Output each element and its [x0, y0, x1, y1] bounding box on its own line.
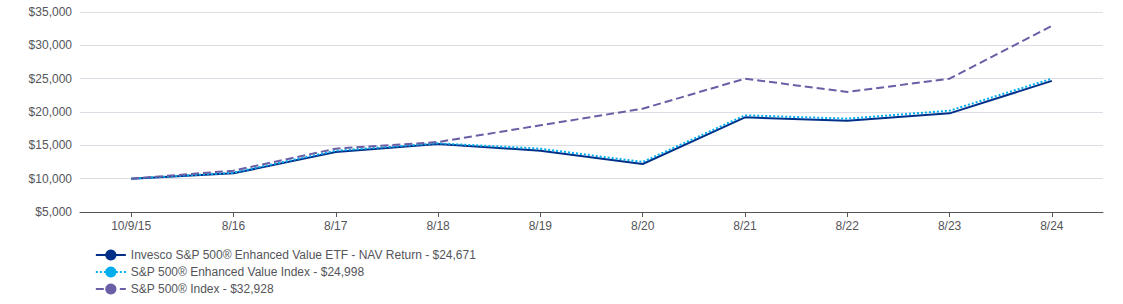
svg-text:8/18: 8/18 — [426, 219, 450, 233]
svg-text:$20,000: $20,000 — [29, 105, 73, 119]
svg-text:S&P 500® Index - $32,928: S&P 500® Index - $32,928 — [131, 282, 274, 296]
svg-text:8/23: 8/23 — [938, 219, 962, 233]
svg-text:8/20: 8/20 — [631, 219, 655, 233]
svg-text:8/22: 8/22 — [836, 219, 860, 233]
svg-text:8/16: 8/16 — [222, 219, 246, 233]
svg-text:8/17: 8/17 — [324, 219, 348, 233]
svg-text:$25,000: $25,000 — [29, 72, 73, 86]
svg-text:$30,000: $30,000 — [29, 38, 73, 52]
svg-text:10/9/15: 10/9/15 — [111, 219, 151, 233]
svg-text:$35,000: $35,000 — [29, 5, 73, 19]
svg-text:S&P 500® Enhanced Value Index: S&P 500® Enhanced Value Index - $24,998 — [131, 265, 365, 279]
svg-text:8/24: 8/24 — [1040, 219, 1064, 233]
svg-text:$15,000: $15,000 — [29, 138, 73, 152]
svg-text:8/19: 8/19 — [529, 219, 553, 233]
svg-text:$10,000: $10,000 — [29, 172, 73, 186]
svg-text:$5,000: $5,000 — [35, 205, 72, 219]
svg-text:8/21: 8/21 — [733, 219, 757, 233]
svg-text:Invesco S&P 500® Enhanced Valu: Invesco S&P 500® Enhanced Value ETF - NA… — [131, 248, 476, 262]
